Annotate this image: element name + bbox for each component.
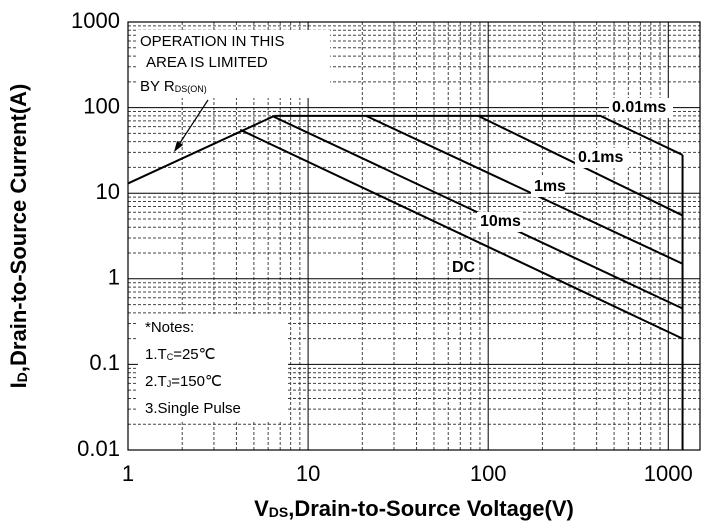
x-axis-label: VDS,Drain-to-Source Voltage(V) [254, 496, 574, 521]
y-axis-label: ID,Drain-to-Source Current(A) [6, 84, 31, 389]
note: *Notes: [145, 319, 194, 336]
notes-bg [138, 314, 288, 422]
series-line [365, 114, 683, 265]
y-tick-label: 10 [96, 179, 120, 204]
y-tick-label: 0.01 [77, 436, 120, 461]
x-tick-label: 10 [296, 461, 320, 486]
series-line [127, 114, 275, 185]
annotation: OPERATION IN THIS [140, 33, 284, 50]
series-label: 1ms [534, 178, 566, 195]
lines [127, 114, 684, 450]
annotation: BY RDS(ON) [140, 78, 207, 95]
annotation: AREA IS LIMITED [146, 54, 268, 71]
arrow [177, 99, 209, 147]
arrow-head [174, 141, 183, 152]
y-tick-label: 0.1 [89, 350, 120, 375]
series-label-bg [609, 98, 673, 118]
annotation-bg [136, 30, 330, 98]
x-tick-label: 100 [470, 461, 507, 486]
note: 3.Single Pulse [145, 400, 241, 417]
note: 1.TC=25℃ [145, 346, 215, 363]
series-line [239, 128, 683, 340]
x-tick-label: 1 [122, 461, 134, 486]
series-label-bg [477, 212, 521, 232]
series-label: 10ms [480, 213, 521, 230]
x-tick-label: 1000 [644, 461, 693, 486]
series-label-bg [531, 177, 565, 197]
y-tick-label: 1000 [71, 8, 120, 33]
note: 2.TJ=150℃ [145, 373, 222, 390]
plot-border [127, 21, 701, 451]
series-line [274, 114, 683, 156]
series-label: 0.1ms [578, 149, 623, 166]
series-label-bg [575, 148, 629, 168]
series-label: DC [452, 259, 476, 276]
series-label: 0.01ms [612, 99, 666, 116]
series-label-bg [449, 258, 473, 278]
y-tick-label: 1 [108, 265, 120, 290]
y-tick-label: 100 [83, 93, 120, 118]
